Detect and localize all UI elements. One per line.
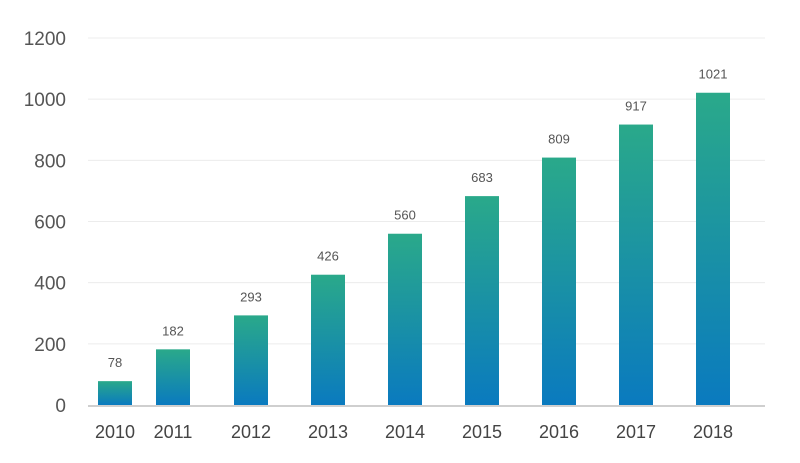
y-tick-label: 200 <box>34 335 66 356</box>
y-tick-label: 1000 <box>24 90 66 111</box>
data-label: 683 <box>471 170 493 185</box>
x-tick-label: 2018 <box>693 422 733 442</box>
x-axis: 2010 2011 2012 2013 2014 2015 2016 2017 2018 <box>95 422 733 442</box>
data-label: 560 <box>394 208 416 223</box>
x-tick-label: 2010 <box>95 422 135 442</box>
y-axis: 0 200 400 600 800 1000 1200 <box>24 29 66 417</box>
x-tick-label: 2013 <box>308 422 348 442</box>
y-tick-label: 0 <box>55 396 66 417</box>
data-label: 1021 <box>699 67 728 82</box>
y-tick-label: 600 <box>34 213 66 234</box>
bar-2017 <box>619 124 653 405</box>
data-label: 809 <box>548 132 570 147</box>
data-label: 182 <box>162 323 184 338</box>
x-tick-label: 2017 <box>616 422 656 442</box>
data-label: 78 <box>108 355 122 370</box>
bar-2018 <box>696 92 730 405</box>
bar-2010 <box>98 381 132 405</box>
y-tick-label: 1200 <box>24 29 66 50</box>
data-label: 917 <box>625 99 647 114</box>
gridlines <box>88 37 765 407</box>
x-tick-label: 2016 <box>539 422 579 442</box>
x-tick-label: 2011 <box>154 422 193 442</box>
bars <box>98 92 730 405</box>
data-labels: 78 182 293 426 560 683 809 917 1021 <box>108 67 728 370</box>
y-tick-label: 400 <box>34 274 66 295</box>
data-label: 426 <box>317 249 339 264</box>
bar-2011 <box>156 349 190 405</box>
bar-2013 <box>311 274 345 405</box>
x-tick-label: 2015 <box>462 422 502 442</box>
data-label: 293 <box>240 289 262 304</box>
y-tick-label: 800 <box>34 151 66 172</box>
x-tick-label: 2012 <box>231 422 271 442</box>
bar-2012 <box>234 315 268 405</box>
bar-2014 <box>388 233 422 405</box>
bar-2015 <box>465 196 499 405</box>
bar-2016 <box>542 157 576 405</box>
x-tick-label: 2014 <box>385 422 425 442</box>
